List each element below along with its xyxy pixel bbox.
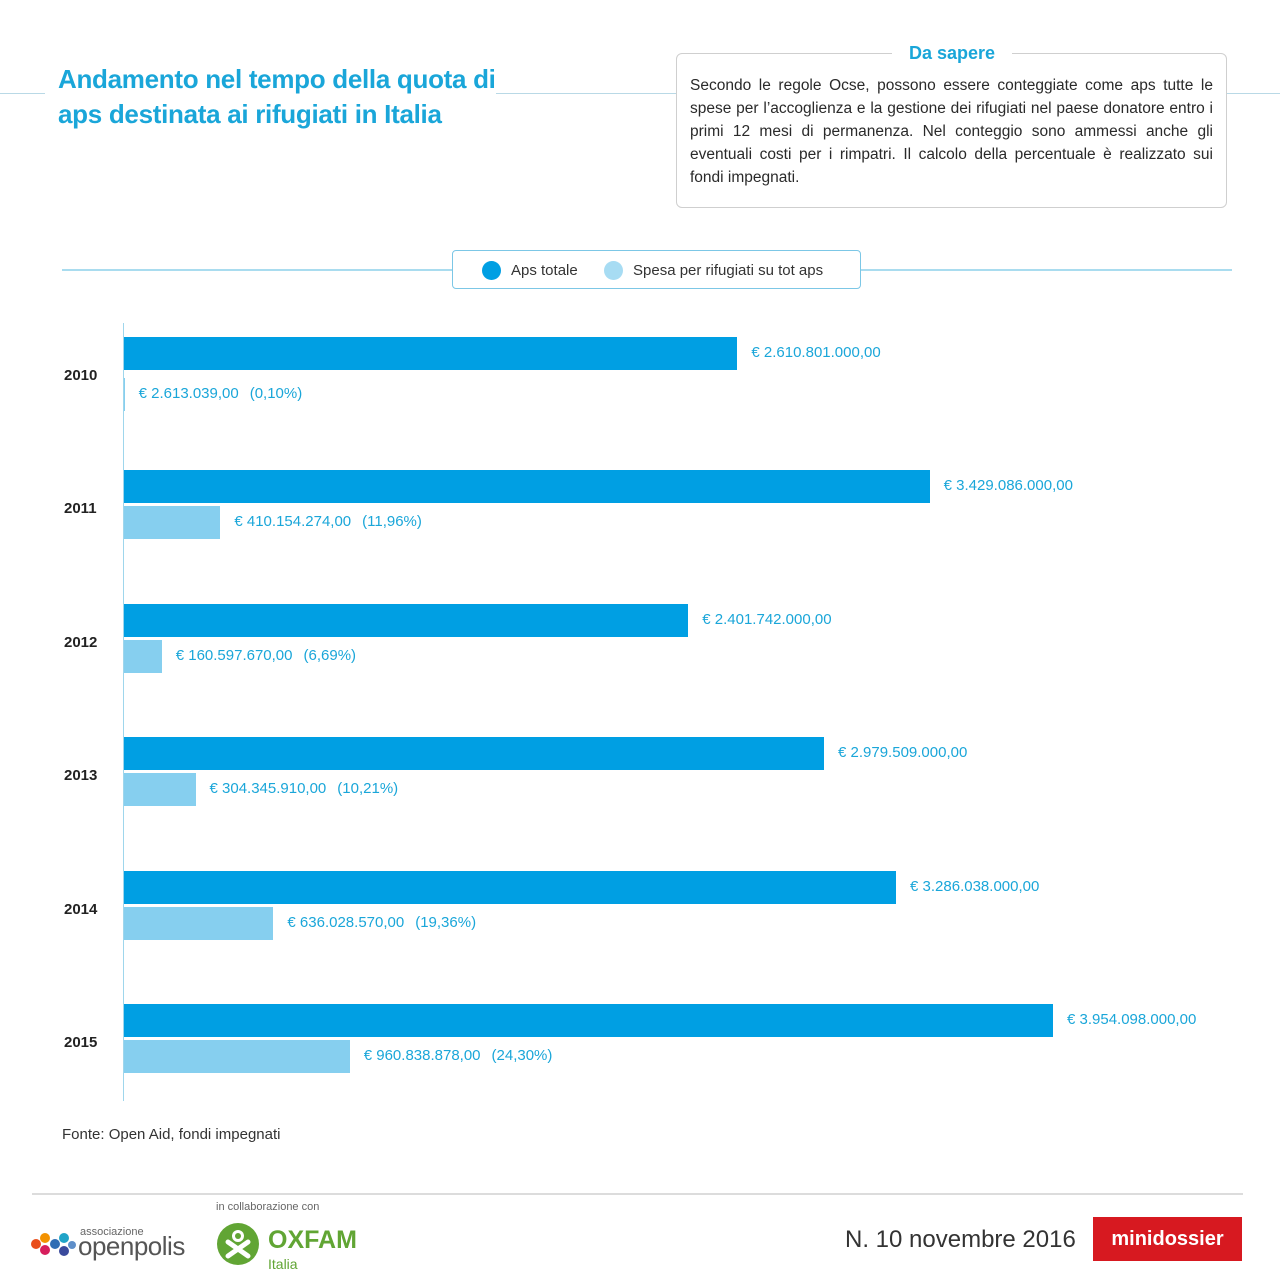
value-label-spesa-rifugiati-2012: € 160.597.670,00 bbox=[175, 646, 293, 664]
year-label-2013: 2013 bbox=[64, 767, 98, 785]
year-label-2011: 2011 bbox=[64, 500, 97, 518]
value-label-spesa-rifugiati-2014: € 636.028.570,00 bbox=[287, 913, 405, 931]
minidossier-badge: minidossier bbox=[1093, 1217, 1242, 1261]
oxfam-logo-icon bbox=[217, 1223, 259, 1265]
bar-label-aps-totale-2014: € 3.286.038.000,00 bbox=[910, 878, 1039, 895]
percent-label-2015: (24,30%) bbox=[491, 1047, 553, 1064]
bar-spesa-rifugiati-2012 bbox=[124, 639, 162, 673]
bar-label-aps-totale-2012: € 2.401.742.000,00 bbox=[702, 611, 831, 628]
bar-spesa-rifugiati-2014 bbox=[124, 906, 274, 940]
y-axis-line bbox=[123, 323, 124, 1101]
oxfam-logo-subtext: Italia bbox=[268, 1256, 298, 1272]
issue-label: N. 10 novembre 2016 bbox=[845, 1226, 1076, 1253]
year-label-2014: 2014 bbox=[64, 900, 98, 918]
oxfam-logo-text: OXFAM bbox=[268, 1226, 357, 1254]
bar-spesa-rifugiati-2011 bbox=[124, 506, 221, 540]
bar-aps-totale-2012 bbox=[124, 603, 689, 637]
bar-label-aps-totale-2010: € 2.610.801.000,00 bbox=[751, 344, 880, 361]
bar-aps-totale-2011 bbox=[124, 470, 930, 504]
bar-spesa-rifugiati-2015 bbox=[124, 1040, 350, 1073]
legend-label-aps-totale: Aps totale bbox=[511, 261, 578, 279]
bar-aps-totale-2015 bbox=[124, 1004, 1053, 1037]
openpolis-logo-text: openpolis bbox=[78, 1231, 185, 1261]
percent-label-2012: (6,69%) bbox=[303, 646, 357, 664]
legend-dot-spesa-rifugiati bbox=[604, 260, 623, 280]
bar-spesa-rifugiati-2010 bbox=[124, 378, 125, 411]
chart-title: Andamento nel tempo della quota di aps d… bbox=[58, 64, 496, 129]
value-label-aps-totale-2010: € 2.610.801.000,00 bbox=[751, 344, 881, 361]
percent-label-2014: (19,36%) bbox=[415, 913, 477, 931]
value-label-aps-totale-2013: € 2.979.509.000,00 bbox=[838, 744, 968, 762]
bar-aps-totale-2014 bbox=[124, 870, 897, 904]
openpolis-assoc-label: associazione bbox=[80, 1226, 144, 1238]
bar-label-aps-totale-2013: € 2.979.509.000,00 bbox=[838, 744, 967, 761]
legend-item-aps-totale: Aps totale bbox=[482, 259, 578, 281]
percent-label-2013: (10,21%) bbox=[337, 780, 399, 798]
title-rule-left bbox=[0, 93, 45, 94]
openpolis-logo-icon bbox=[31, 1233, 76, 1256]
bar-aps-totale-2010 bbox=[124, 337, 738, 370]
value-label-aps-totale-2014: € 3.286.038.000,00 bbox=[910, 877, 1040, 895]
value-label-spesa-rifugiati-2011: € 410.154.274,00 bbox=[234, 513, 352, 531]
bar-spesa-rifugiati-2013 bbox=[124, 773, 196, 807]
footer-rule bbox=[32, 1193, 1243, 1195]
info-box bbox=[676, 53, 1227, 208]
bar-label-spesa-rifugiati-2012: € 160.597.670,00 (6,69%) bbox=[176, 647, 356, 664]
title-rule-far-right bbox=[1227, 93, 1280, 94]
legend-label-spesa-rifugiati: Spesa per rifugiati su tot aps bbox=[633, 261, 824, 279]
info-heading: Da sapere bbox=[892, 40, 1012, 66]
year-label-2012: 2012 bbox=[64, 633, 98, 651]
bar-aps-totale-2013 bbox=[124, 737, 825, 771]
value-label-aps-totale-2015: € 3.954.098.000,00 bbox=[1067, 1011, 1197, 1028]
percent-label-2010: (0,10%) bbox=[249, 385, 303, 402]
bar-label-spesa-rifugiati-2013: € 304.345.910,00 (10,21%) bbox=[210, 780, 399, 797]
bar-label-aps-totale-2011: € 3.429.086.000,00 bbox=[944, 477, 1073, 494]
source-note: Fonte: Open Aid, fondi impegnati bbox=[62, 1126, 281, 1143]
year-label-2015: 2015 bbox=[64, 1034, 98, 1051]
info-text: Secondo le regole Ocse, possono essere c… bbox=[690, 77, 1213, 186]
bar-label-spesa-rifugiati-2015: € 960.838.878,00 (24,30%) bbox=[364, 1047, 553, 1064]
bar-label-spesa-rifugiati-2014: € 636.028.570,00 (19,36%) bbox=[287, 914, 476, 931]
value-label-aps-totale-2011: € 3.429.086.000,00 bbox=[943, 477, 1073, 495]
value-label-aps-totale-2012: € 2.401.742.000,00 bbox=[702, 610, 832, 628]
legend-dot-aps-totale bbox=[482, 260, 501, 280]
collab-label: in collaborazione con bbox=[216, 1201, 320, 1213]
bar-label-aps-totale-2015: € 3.954.098.000,00 bbox=[1067, 1011, 1196, 1028]
year-label-2010: 2010 bbox=[64, 367, 98, 384]
bar-label-spesa-rifugiati-2011: € 410.154.274,00 (11,96%) bbox=[234, 513, 422, 530]
value-label-spesa-rifugiati-2010: € 2.613.039,00 bbox=[138, 385, 239, 402]
legend bbox=[452, 250, 861, 289]
bar-label-spesa-rifugiati-2010: € 2.613.039,00 (0,10%) bbox=[139, 385, 303, 402]
value-label-spesa-rifugiati-2015: € 960.838.878,00 bbox=[363, 1047, 481, 1064]
value-label-spesa-rifugiati-2013: € 304.345.910,00 bbox=[209, 780, 327, 798]
title-rule-right bbox=[496, 93, 676, 94]
legend-item-spesa-rifugiati: Spesa per rifugiati su tot aps bbox=[604, 259, 823, 281]
percent-label-2011: (11,96%) bbox=[362, 513, 422, 531]
